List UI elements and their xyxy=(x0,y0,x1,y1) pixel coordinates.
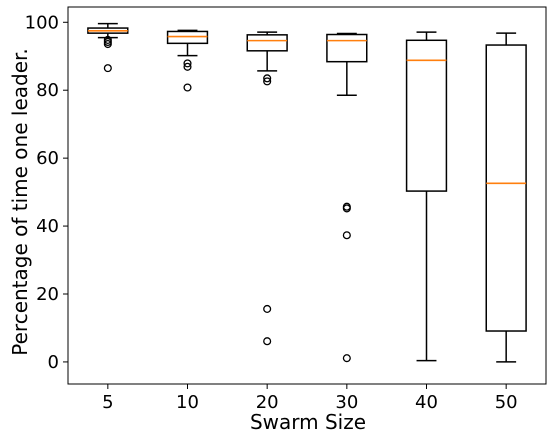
axes-frame xyxy=(67,6,547,385)
outlier-point xyxy=(263,77,272,86)
box-group-5 xyxy=(87,22,129,73)
y-axis: 0 20 40 60 80 100 xyxy=(25,12,68,373)
y-tick-label: 20 xyxy=(36,284,59,305)
x-tick-label: 40 xyxy=(415,392,438,413)
box-group-20 xyxy=(246,31,288,346)
x-tick-label: 10 xyxy=(176,392,199,413)
plot-area xyxy=(67,6,547,385)
outlier-point xyxy=(263,304,272,313)
iqr-box xyxy=(166,30,209,45)
outlier-point xyxy=(263,74,272,83)
outlier-point xyxy=(183,62,192,71)
y-tick-label: 0 xyxy=(48,352,59,373)
outlier-point xyxy=(103,64,112,73)
y-tick-label: 100 xyxy=(25,12,59,33)
y-tick-label: 60 xyxy=(36,148,59,169)
outlier-point xyxy=(342,231,351,240)
y-tick-label: 40 xyxy=(36,216,59,237)
iqr-box xyxy=(326,33,368,63)
outlier-point xyxy=(103,39,112,49)
y-axis-label: Percentage of time one leader. xyxy=(8,48,32,355)
x-tick-label: 50 xyxy=(495,392,518,413)
iqr-box xyxy=(246,34,288,52)
outlier-point xyxy=(263,337,272,346)
outlier-point xyxy=(183,83,192,92)
outlier-point xyxy=(342,204,351,213)
iqr-box xyxy=(485,44,527,332)
x-tick-label: 30 xyxy=(335,392,358,413)
iqr-box xyxy=(405,39,448,192)
box-group-50 xyxy=(485,32,527,363)
box-group-30 xyxy=(326,32,368,363)
y-tick-label: 80 xyxy=(36,80,59,101)
x-tick-label: 5 xyxy=(102,392,113,413)
box-group-40 xyxy=(405,31,448,362)
x-axis-label: Swarm Size xyxy=(250,410,366,434)
outlier-point xyxy=(183,59,192,68)
box-group-10 xyxy=(166,29,209,92)
outlier-point xyxy=(342,354,351,363)
x-axis: 5 10 20 30 40 50 xyxy=(102,384,518,413)
x-tick-label: 20 xyxy=(256,392,279,413)
